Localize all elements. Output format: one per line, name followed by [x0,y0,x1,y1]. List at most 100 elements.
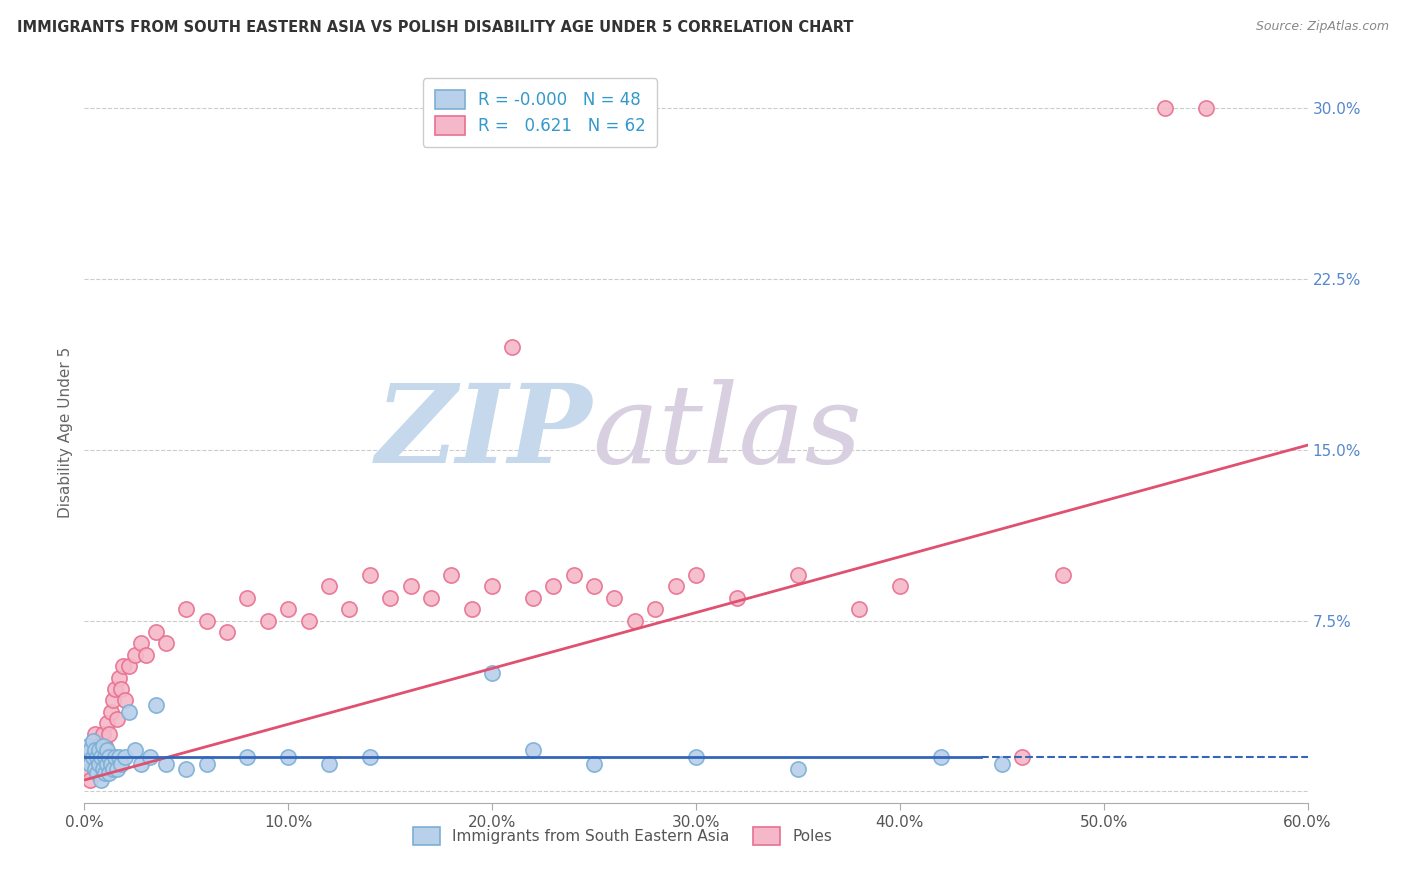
Point [86,750,108,764]
Point [124,648,146,662]
Point [112,659,135,673]
Point [277,750,299,764]
Point [543,579,565,593]
Point [929,750,952,764]
Point [685,750,707,764]
Point [93,739,115,753]
Point [217,624,239,639]
Point [105,762,128,776]
Point [1154,101,1177,115]
Point [90,750,112,764]
Point [359,750,381,764]
Point [110,681,132,696]
Point [562,568,585,582]
Point [90,772,112,787]
Point [174,602,197,616]
Point [138,750,160,764]
Point [83,762,105,776]
Point [502,340,524,354]
Point [79,743,101,757]
Point [87,743,110,757]
Point [97,750,120,764]
Point [298,614,321,628]
Point [725,591,748,605]
Point [889,579,911,593]
Point [77,739,100,753]
Point [991,757,1014,772]
Y-axis label: Disability Age Under 5: Disability Age Under 5 [58,347,73,518]
Point [481,665,503,680]
Point [79,757,101,772]
Point [100,757,122,772]
Point [603,591,626,605]
Point [174,762,197,776]
Point [79,772,101,787]
Point [83,727,105,741]
Point [110,757,132,772]
Point [399,579,422,593]
Text: IMMIGRANTS FROM SOUTH EASTERN ASIA VS POLISH DISABILITY AGE UNDER 5 CORRELATION : IMMIGRANTS FROM SOUTH EASTERN ASIA VS PO… [17,20,853,35]
Point [583,579,606,593]
Point [277,602,299,616]
Point [90,750,112,764]
Point [86,766,108,780]
Point [101,762,124,776]
Point [131,757,153,772]
Point [685,568,707,582]
Point [104,750,127,764]
Point [848,602,870,616]
Point [82,750,104,764]
Point [93,762,115,776]
Text: Source: ZipAtlas.com: Source: ZipAtlas.com [1256,20,1389,33]
Point [91,727,114,741]
Point [359,568,381,582]
Point [96,757,118,772]
Text: ZIP: ZIP [375,379,592,486]
Point [440,568,463,582]
Point [87,739,110,753]
Point [91,739,114,753]
Point [236,750,259,764]
Point [83,743,105,757]
Point [93,766,115,780]
Point [236,591,259,605]
Point [155,757,177,772]
Point [114,750,136,764]
Point [339,602,361,616]
Point [318,579,340,593]
Point [100,705,122,719]
Point [108,671,131,685]
Point [82,739,104,753]
Point [624,614,647,628]
Point [155,636,177,650]
Point [522,743,544,757]
Point [145,624,167,639]
Point [114,693,136,707]
Point [1052,568,1074,582]
Point [665,579,688,593]
Point [1011,750,1033,764]
Point [91,762,114,776]
Point [77,750,100,764]
Point [83,762,105,776]
Point [135,648,157,662]
Point [96,716,118,731]
Point [644,602,666,616]
Point [195,757,218,772]
Point [97,727,120,741]
Point [318,757,340,772]
Point [118,705,141,719]
Point [195,614,218,628]
Point [75,750,97,764]
Point [787,762,810,776]
Point [481,579,503,593]
Point [787,568,810,582]
Point [105,712,128,726]
Point [82,734,104,748]
Point [583,757,606,772]
Point [380,591,402,605]
Point [420,591,443,605]
Point [522,591,544,605]
Point [86,757,108,772]
Point [96,743,118,757]
